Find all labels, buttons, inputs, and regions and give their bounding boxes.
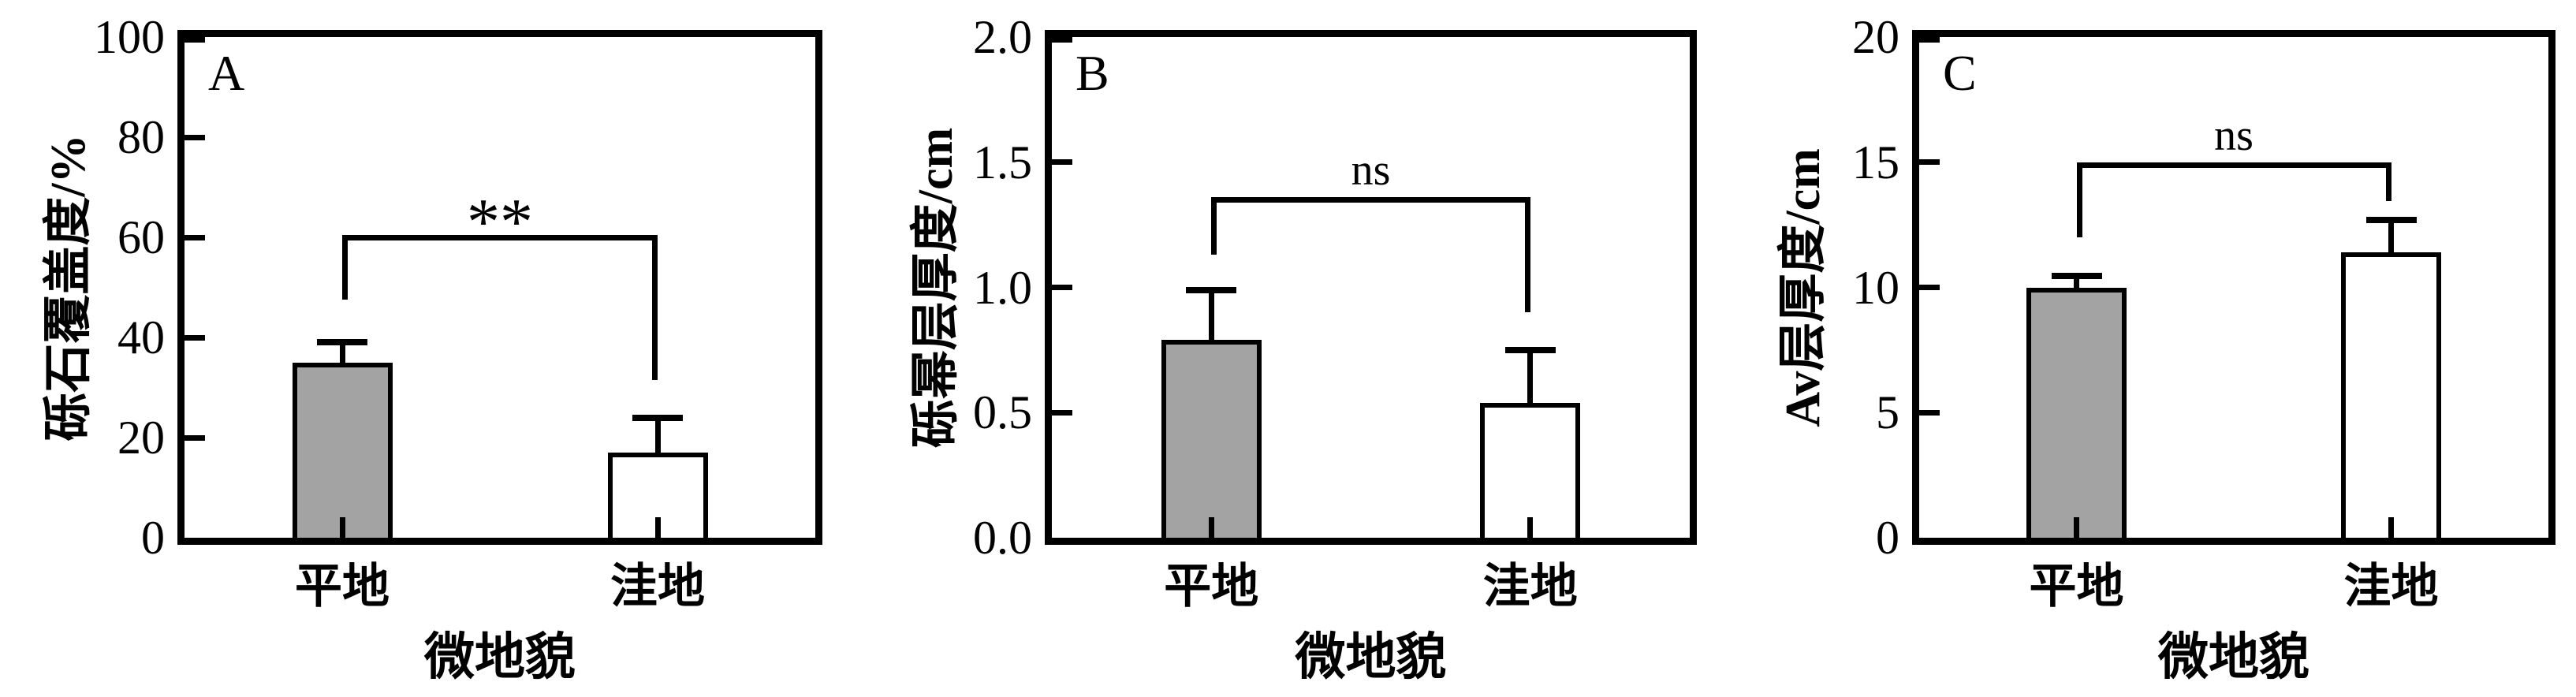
error-bar-stem bbox=[1527, 349, 1534, 403]
y-tick-mark bbox=[1919, 159, 1940, 166]
error-bar-stem bbox=[2388, 219, 2394, 253]
y-tick-label: 0 bbox=[141, 512, 165, 564]
significance-label: ns bbox=[2214, 110, 2254, 160]
panel-letter: B bbox=[1076, 45, 1109, 101]
plot-inner: ns C bbox=[1919, 37, 2548, 538]
y-tick-mark bbox=[1919, 285, 1940, 290]
y-tick-mark bbox=[1052, 409, 1072, 416]
y-tick-label: 0 bbox=[1876, 512, 1899, 564]
x-axis-title: 微地貌 bbox=[2158, 629, 2309, 685]
panel-letter: A bbox=[208, 45, 245, 101]
y-tick-label: 20 bbox=[117, 412, 165, 464]
plot-area: ** A bbox=[177, 30, 822, 545]
plot-area: ns B bbox=[1045, 30, 1697, 545]
x-category-label: 洼地 bbox=[610, 561, 705, 613]
y-tick-label: 15 bbox=[1852, 136, 1899, 188]
y-tick-label: 2.0 bbox=[973, 11, 1032, 63]
y-tick-label: 1.5 bbox=[973, 136, 1032, 188]
y-tick-mark bbox=[185, 334, 205, 341]
plot-inner: ns B bbox=[1052, 37, 1690, 538]
y-tick-mark bbox=[1919, 409, 1940, 416]
y-tick-label: 0.5 bbox=[973, 386, 1032, 439]
error-bar-cap bbox=[317, 339, 367, 346]
error-bar-cap bbox=[632, 414, 683, 421]
x-tick-mark bbox=[654, 517, 661, 538]
panel-a: 砾石覆盖度/% 0 20 40 60 80 100 ** A 平地 洼地 微地貌 bbox=[0, 0, 867, 697]
significance-bracket-line bbox=[1211, 197, 1530, 203]
bar-flat bbox=[2026, 287, 2127, 538]
y-tick-label: 10 bbox=[1852, 261, 1899, 314]
y-tick-label: 0.0 bbox=[973, 512, 1032, 564]
error-bar-stem bbox=[654, 417, 661, 453]
significance-bracket-line bbox=[342, 234, 658, 240]
x-tick-mark bbox=[2388, 517, 2394, 538]
significance-bracket-line bbox=[2076, 162, 2391, 168]
x-tick-mark bbox=[2074, 517, 2079, 538]
x-category-label: 平地 bbox=[295, 561, 390, 613]
x-tick-mark bbox=[1208, 517, 1214, 538]
y-tick-label: 100 bbox=[94, 11, 165, 63]
y-tick-mark bbox=[1919, 37, 1940, 43]
significance-bracket-right-leg bbox=[2385, 162, 2391, 201]
y-tick-mark bbox=[185, 434, 205, 441]
bar-flat bbox=[1161, 340, 1262, 538]
x-category-label: 平地 bbox=[2029, 561, 2124, 613]
panel-b: 砾幂层厚度/cm 0.0 0.5 1.0 1.5 2.0 ns B 平地 洼地 微地貌 bbox=[867, 0, 1735, 697]
plot-inner: ** A bbox=[185, 37, 815, 538]
error-bar-stem bbox=[2074, 276, 2079, 288]
significance-bracket-right-leg bbox=[652, 234, 658, 380]
y-tick-label: 5 bbox=[1876, 386, 1899, 439]
error-bar-stem bbox=[339, 342, 345, 363]
significance-bracket-left-leg bbox=[2076, 162, 2082, 237]
plot-area: ns C bbox=[1912, 30, 2555, 545]
bar-flat bbox=[292, 362, 393, 538]
panel-c: Av层厚度/cm 0 5 10 15 20 ns C 平地 洼地 微地貌 bbox=[1735, 0, 2576, 697]
bar-depression bbox=[1480, 402, 1581, 538]
error-bar-cap bbox=[2365, 216, 2417, 223]
y-tick-mark bbox=[1052, 37, 1072, 43]
y-tick-label: 20 bbox=[1852, 11, 1899, 63]
significance-bracket-right-leg bbox=[1524, 197, 1530, 313]
y-axis-label: 砾石覆盖度/% bbox=[42, 133, 95, 442]
bar-depression bbox=[2341, 252, 2441, 538]
error-bar-stem bbox=[1208, 289, 1214, 341]
y-tick-mark bbox=[185, 134, 205, 140]
y-tick-label: 80 bbox=[117, 111, 165, 163]
y-tick-label: 60 bbox=[117, 211, 165, 263]
x-category-label: 洼地 bbox=[2343, 561, 2439, 613]
y-tick-mark bbox=[185, 37, 205, 43]
y-tick-label: 40 bbox=[117, 311, 165, 363]
x-category-label: 洼地 bbox=[1482, 561, 1578, 613]
x-tick-mark bbox=[339, 517, 345, 538]
error-bar-cap bbox=[1504, 346, 1556, 353]
x-axis-title: 微地貌 bbox=[1295, 629, 1447, 685]
significance-bracket-left-leg bbox=[1211, 197, 1217, 255]
y-tick-label: 1.0 bbox=[973, 261, 1032, 314]
error-bar-cap bbox=[1186, 286, 1237, 293]
x-axis-title: 微地貌 bbox=[424, 629, 576, 685]
y-tick-mark bbox=[1052, 285, 1072, 290]
panel-letter: C bbox=[1943, 45, 1977, 101]
y-tick-mark bbox=[185, 234, 205, 240]
x-tick-mark bbox=[1527, 517, 1534, 538]
significance-bracket-left-leg bbox=[342, 234, 348, 300]
x-category-label: 平地 bbox=[1164, 561, 1259, 613]
y-tick-mark bbox=[1052, 159, 1072, 166]
error-bar-cap bbox=[2051, 273, 2102, 280]
significance-label: ** bbox=[467, 184, 533, 259]
significance-label: ns bbox=[1351, 146, 1391, 196]
